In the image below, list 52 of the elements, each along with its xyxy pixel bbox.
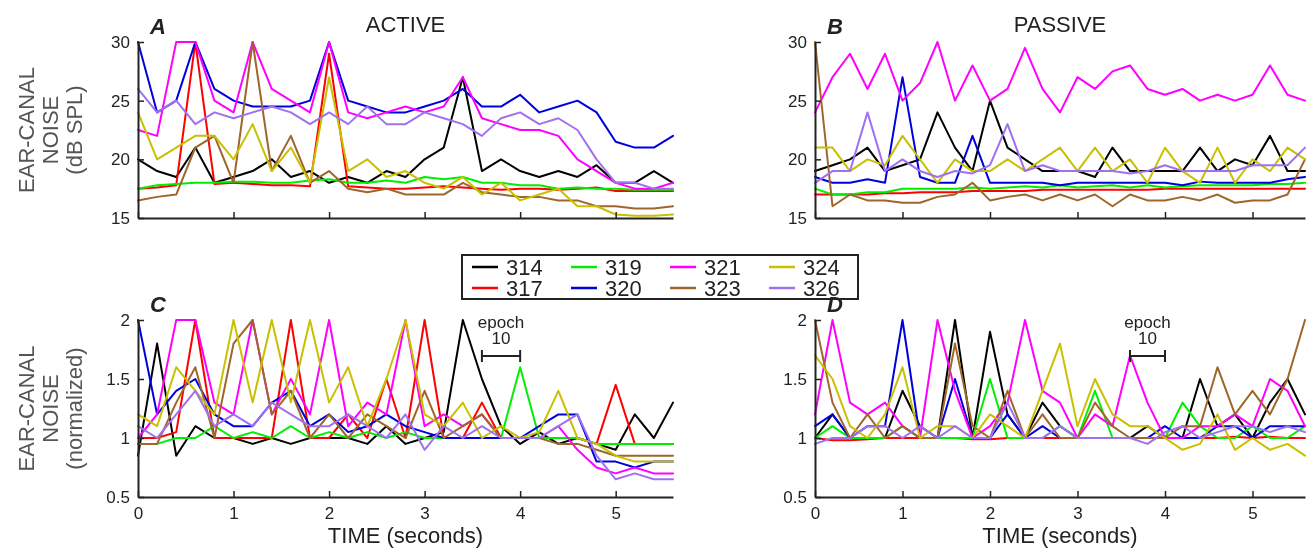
y-tick-label: 1.5 [106,369,130,389]
line-series [137,41,674,149]
chart-title: ACTIVE [365,12,446,37]
x-tick-label: 1 [898,503,908,523]
line-series [137,389,674,481]
line-series [814,181,1306,196]
line-series [137,175,674,191]
y-tick-label: 1 [797,428,807,448]
annotation: epoch 10 [1124,313,1171,348]
y-tick-label: 2 [120,310,130,330]
x-tick-label: 4 [515,503,526,523]
line-series [814,134,1306,184]
line-series [814,111,1306,184]
line-series [814,99,1306,178]
line-series [814,401,1306,445]
x-tick-label: 4 [1160,503,1171,523]
x-tick-label: 1 [229,503,239,523]
y-tick-label: 0.5 [783,487,807,507]
legend-label: 324 [803,255,840,280]
y-tick-label: 20 [787,150,807,170]
y-tick-label: 30 [110,32,130,52]
y-tick-label: 0.5 [106,487,130,507]
x-axis-title: TIME (seconds) [327,523,484,548]
line-series [814,342,1306,457]
x-tick-label: 5 [611,503,621,523]
line-series [814,76,1306,187]
y-axis-title: EAR-CANAL NOISE (dB SPL) [14,67,87,193]
y-tick-label: 1 [120,428,130,448]
y-tick-label: 2 [797,310,807,330]
x-tick-label: 2 [985,503,996,523]
text: B [827,14,843,39]
x-axis-title: TIME (seconds) [982,523,1138,548]
chart-title: PASSIVE [1013,12,1107,37]
line-series [814,41,1306,114]
y-tick-label: 25 [787,91,807,111]
y-tick-label: 25 [110,91,130,111]
x-tick-label: 3 [420,503,430,523]
x-tick-label: 2 [324,503,335,523]
text: A [149,14,166,39]
x-tick-label: 3 [1073,503,1083,523]
annotation: epoch 10 [477,313,525,348]
x-tick-label: 0 [133,503,144,523]
x-tick-label: 5 [1248,503,1258,523]
y-axis-title: EAR-CANAL NOISE (normalized) [14,345,87,472]
y-tick-label: 30 [787,32,807,52]
y-tick-label: 1.5 [783,369,807,389]
y-tick-label: 15 [110,208,130,228]
line-series [814,41,1306,208]
y-tick-label: 15 [787,208,807,228]
x-tick-label: 0 [810,503,821,523]
y-tick-label: 20 [110,150,130,170]
text: C [150,292,167,317]
